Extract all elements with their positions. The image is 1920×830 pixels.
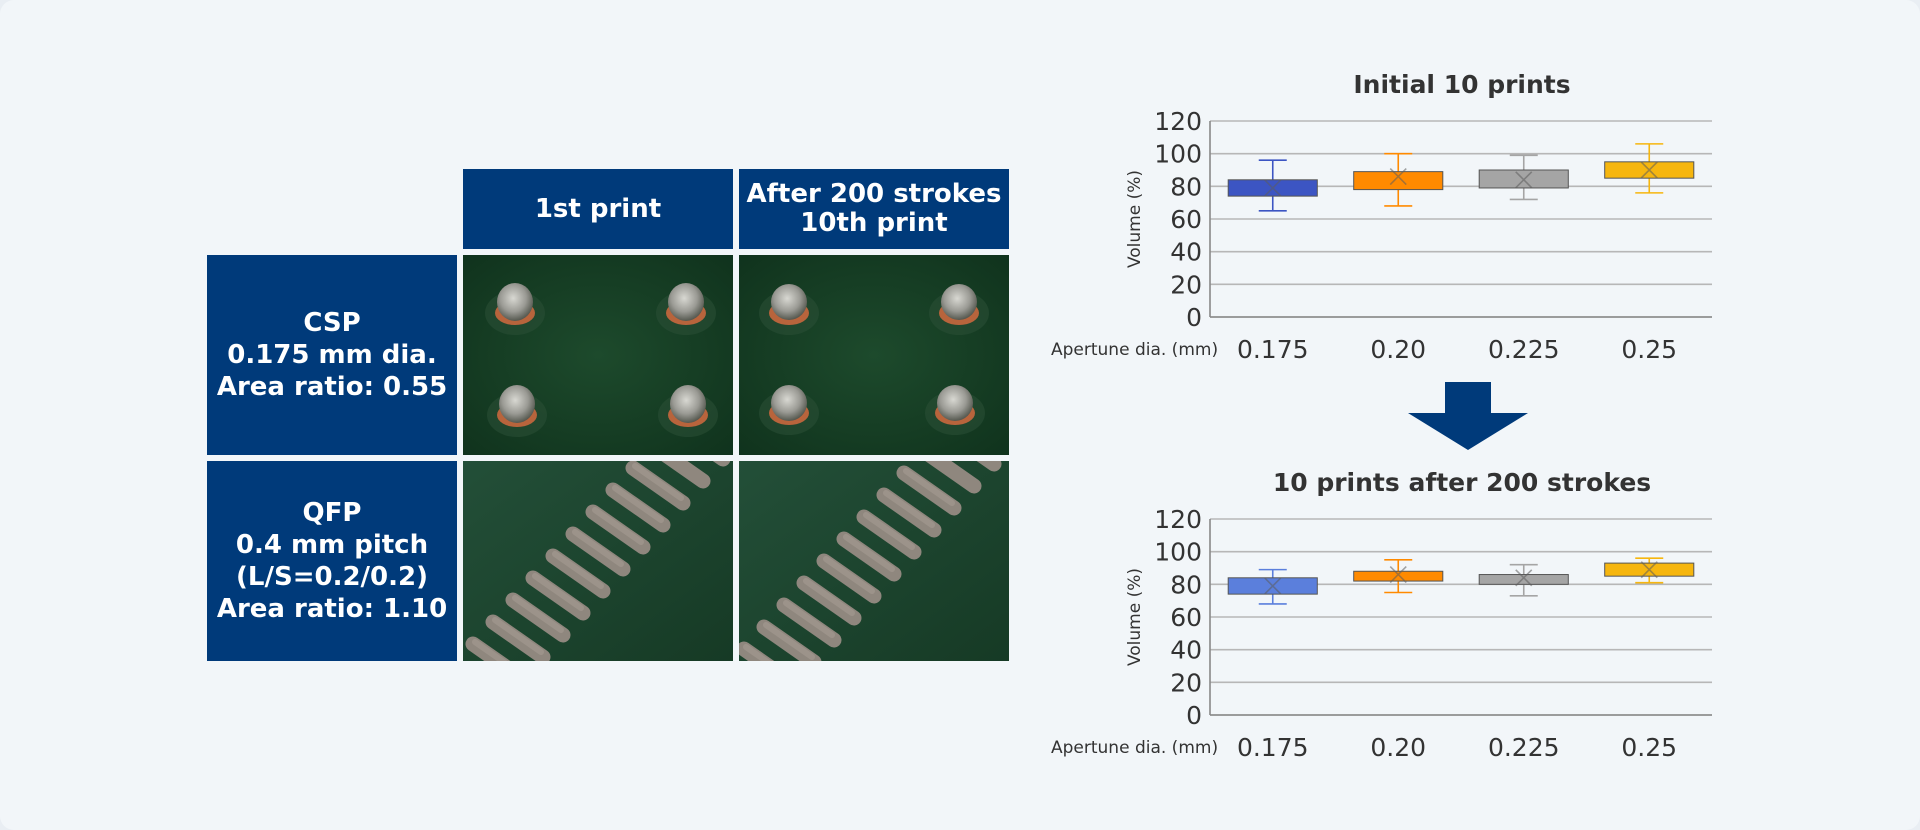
- photo-qfp-1st-print: [463, 461, 733, 661]
- csp-bumps-image: [739, 255, 1009, 455]
- row-label-line: (L/S=0.2/0.2): [236, 562, 428, 592]
- x-tick-label: 0.225: [1488, 733, 1560, 762]
- box-rect: [1478, 574, 1569, 585]
- row-label-line: CSP: [303, 308, 361, 338]
- mean-marker: [1264, 577, 1282, 595]
- row-label-line: 0.4 mm pitch: [235, 530, 429, 560]
- box-rect: [1353, 570, 1444, 582]
- x-tick-label: 0.20: [1370, 335, 1426, 364]
- mean-marker: [1640, 161, 1658, 179]
- x-axis-label: Apertune dia. (mm): [1051, 340, 1218, 360]
- y-tick-label: 0: [1186, 701, 1202, 730]
- row-header-csp: CSP 0.175 mm dia. Area ratio: 0.55: [207, 255, 457, 455]
- y-tick-label: 20: [1170, 668, 1202, 697]
- x-tick-label: 0.225: [1488, 335, 1560, 364]
- y-tick-label: 40: [1170, 238, 1202, 267]
- chart-2-box-plot: 0 20 40 60 80 100 120 Volume (%) Apertune dia. (…: [1051, 505, 1712, 762]
- qfp-pads-image: [739, 461, 1009, 661]
- chart-2-title: 10 prints after 200 strokes: [1272, 468, 1652, 497]
- y-tick-label: 100: [1154, 538, 1202, 567]
- y-tick-label: 20: [1170, 270, 1202, 299]
- y-tick-label: 120: [1154, 107, 1202, 136]
- mean-marker: [1640, 561, 1658, 579]
- chart-1-box-plot: 0 20 40 60 80 100 120 Volume (%) Apertune dia. (…: [1051, 107, 1712, 364]
- y-tick-label: 0: [1186, 303, 1202, 332]
- y-tick-label: 60: [1170, 205, 1202, 234]
- csp-bumps-image: [463, 255, 733, 455]
- col-header-after-200-strokes: After 200 strokes 10th print: [739, 169, 1009, 249]
- col-header-1st-print: 1st print: [463, 169, 733, 249]
- x-axis-label: Apertune dia. (mm): [1051, 738, 1218, 758]
- row-label-line: 0.175 mm dia.: [227, 340, 437, 370]
- mean-marker: [1515, 569, 1533, 587]
- x-tick-label: 0.20: [1370, 733, 1426, 762]
- box-rect: [1353, 171, 1444, 191]
- mean-marker: [1515, 171, 1533, 189]
- x-tick-label: 0.25: [1621, 335, 1677, 364]
- y-tick-label: 120: [1154, 505, 1202, 534]
- photo-qfp-after-200-strokes: [739, 461, 1009, 661]
- qfp-pads-image: [463, 461, 733, 661]
- row-label-line: Area ratio: 0.55: [216, 372, 448, 402]
- row-label-line: Area ratio: 1.10: [216, 594, 448, 624]
- mean-marker: [1389, 565, 1407, 584]
- down-arrow-icon: [1408, 382, 1528, 450]
- mean-marker: [1389, 167, 1407, 186]
- mean-marker: [1264, 179, 1282, 197]
- col-header-label: After 200 strokes 10th print: [746, 179, 1002, 238]
- y-axis-label: Volume (%): [1125, 170, 1145, 268]
- y-tick-label: 80: [1170, 570, 1202, 599]
- col-header-label: 1st print: [534, 194, 662, 224]
- x-tick-label: 0.25: [1621, 733, 1677, 762]
- x-tick-label: 0.175: [1237, 733, 1309, 762]
- y-tick-label: 80: [1170, 172, 1202, 201]
- y-tick-label: 100: [1154, 140, 1202, 169]
- y-tick-label: 40: [1170, 636, 1202, 665]
- row-label-line: QFP: [302, 498, 362, 528]
- photo-csp-after-200-strokes: [739, 255, 1009, 455]
- y-tick-label: 60: [1170, 603, 1202, 632]
- y-axis-label: Volume (%): [1125, 568, 1145, 666]
- x-tick-label: 0.175: [1237, 335, 1309, 364]
- down-arrow-shape: [1408, 382, 1528, 450]
- chart-1-title: Initial 10 prints: [1353, 70, 1571, 99]
- photo-csp-1st-print: [463, 255, 733, 455]
- row-header-qfp: QFP 0.4 mm pitch (L/S=0.2/0.2) Area rati…: [207, 461, 457, 661]
